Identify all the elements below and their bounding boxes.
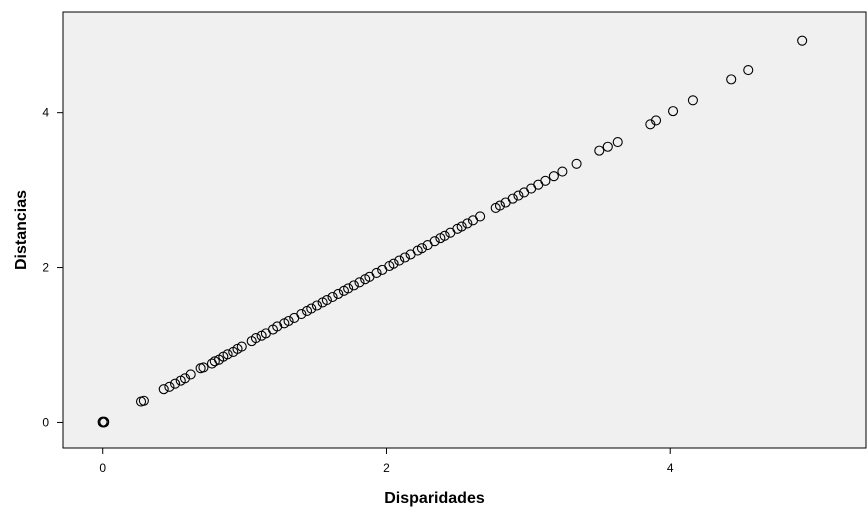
x-tick-label: 2 bbox=[383, 461, 390, 475]
data-point bbox=[170, 378, 181, 389]
y-tick-label: 0 bbox=[42, 415, 49, 429]
data-point bbox=[99, 417, 110, 428]
data-point bbox=[306, 303, 317, 314]
data-point bbox=[540, 175, 551, 186]
data-point bbox=[494, 200, 506, 211]
data-point bbox=[311, 300, 323, 311]
data-point bbox=[343, 283, 354, 294]
data-point bbox=[250, 332, 261, 344]
data-point bbox=[209, 356, 220, 367]
data-point bbox=[687, 95, 698, 106]
y-tick-label: 2 bbox=[42, 261, 49, 275]
data-point bbox=[507, 193, 518, 204]
data-point bbox=[513, 190, 524, 201]
data-points bbox=[97, 35, 808, 428]
data-point bbox=[198, 362, 209, 373]
data-point bbox=[594, 145, 605, 156]
data-point bbox=[416, 243, 427, 254]
data-point bbox=[726, 74, 737, 85]
data-point bbox=[138, 395, 149, 406]
data-point bbox=[462, 218, 473, 229]
data-point bbox=[456, 221, 467, 232]
data-point bbox=[548, 171, 559, 182]
y-axis-title: Distancias bbox=[13, 190, 30, 270]
data-point bbox=[797, 35, 808, 46]
axis-ticks: 0 2 4 0 2 4 bbox=[42, 106, 674, 475]
x-axis-title: Disparidades bbox=[384, 490, 485, 507]
y-tick-label: 4 bbox=[42, 106, 49, 120]
data-point bbox=[321, 295, 332, 306]
x-tick-label: 0 bbox=[99, 461, 106, 475]
data-point bbox=[97, 416, 108, 427]
data-point bbox=[650, 115, 662, 126]
data-point bbox=[475, 211, 486, 222]
data-point bbox=[272, 321, 283, 332]
data-point bbox=[327, 291, 338, 303]
data-point bbox=[348, 280, 359, 291]
data-point bbox=[394, 255, 405, 266]
data-point bbox=[185, 369, 196, 380]
data-point bbox=[296, 308, 307, 320]
data-point bbox=[236, 341, 247, 352]
data-point bbox=[668, 106, 679, 117]
data-point bbox=[439, 230, 450, 241]
data-point bbox=[158, 384, 169, 395]
data-point bbox=[429, 236, 440, 247]
data-point bbox=[743, 65, 754, 76]
data-point bbox=[388, 258, 399, 269]
data-point bbox=[557, 166, 568, 177]
data-point bbox=[371, 267, 382, 279]
data-point bbox=[571, 158, 582, 169]
data-point bbox=[354, 277, 365, 288]
data-point bbox=[399, 252, 410, 263]
data-point bbox=[164, 381, 175, 392]
data-point bbox=[283, 315, 294, 327]
x-tick-label: 4 bbox=[667, 461, 674, 475]
data-point bbox=[612, 137, 623, 148]
data-point bbox=[222, 349, 233, 360]
data-point bbox=[333, 288, 344, 299]
data-point bbox=[602, 141, 613, 152]
